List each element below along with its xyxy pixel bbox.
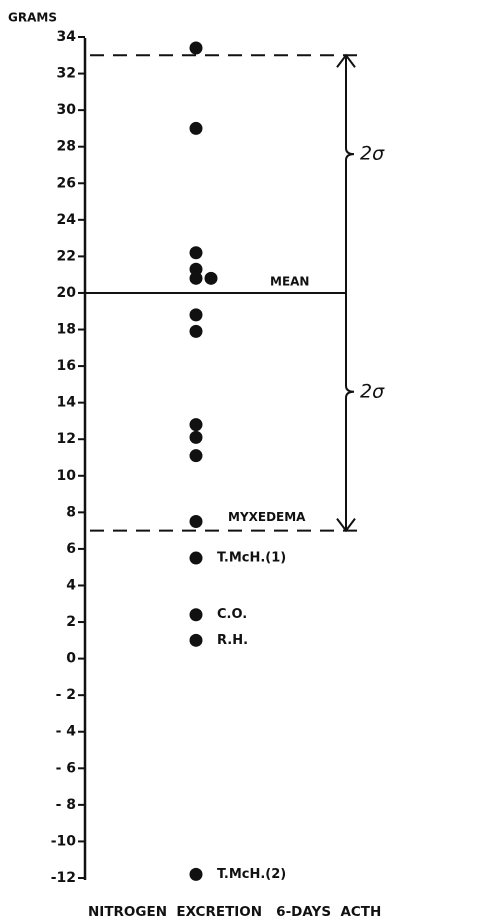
data-point: [189, 121, 203, 135]
y-tick-label: 4: [66, 577, 76, 593]
point-annotation: C.O.: [217, 607, 247, 622]
data-point: [189, 449, 203, 463]
point-annotation: R.H.: [217, 633, 248, 648]
x-axis-label: NITROGEN EXCRETION 6-DAYS ACTH: [88, 904, 381, 920]
data-point: [189, 271, 203, 285]
data-point: [189, 633, 203, 647]
y-tick-label: -10: [51, 833, 77, 849]
y-tick-label: -12: [51, 870, 76, 886]
y-axis-label: GRAMS: [8, 11, 57, 25]
data-point: [189, 324, 203, 338]
y-tick-label: 10: [57, 468, 77, 484]
y-tick-label: - 8: [56, 797, 76, 813]
data-point: [204, 271, 218, 285]
point-annotation: T.McH.(1): [217, 551, 286, 566]
lower-label: MYXEDEMA: [228, 510, 306, 524]
y-tick-label: 8: [66, 504, 76, 520]
data-point: [189, 246, 203, 260]
y-tick-label: 28: [57, 139, 76, 155]
y-tick-label: 24: [57, 212, 77, 228]
arrow-head: [336, 518, 356, 533]
y-tick-label: 0: [66, 651, 76, 667]
y-tick-label: 26: [57, 175, 76, 191]
data-point: [189, 308, 203, 322]
y-tick-label: 12: [57, 431, 76, 447]
mean-label: MEAN: [270, 274, 309, 288]
data-point: [189, 41, 203, 55]
y-tick-label: 34: [57, 29, 77, 45]
brace: [345, 55, 355, 531]
y-tick-label: 6: [66, 541, 76, 557]
y-tick-label: - 2: [56, 687, 76, 703]
y-tick-label: - 6: [56, 760, 76, 776]
y-tick-label: 30: [57, 102, 77, 118]
data-point: [189, 514, 203, 528]
data-point: [189, 430, 203, 444]
point-annotation: T.McH.(2): [217, 867, 286, 882]
y-tick-label: 18: [57, 322, 76, 338]
sigma-label: 2σ: [360, 380, 385, 402]
data-point: [189, 262, 203, 276]
data-point: [189, 608, 203, 622]
y-tick-label: 22: [57, 248, 76, 264]
y-tick-label: 14: [57, 395, 77, 411]
arrow-head: [336, 53, 356, 68]
sigma-label: 2σ: [360, 143, 385, 165]
data-point: [189, 867, 203, 881]
data-point: [189, 551, 203, 565]
y-tick-label: 32: [57, 66, 76, 82]
y-tick-label: 20: [57, 285, 77, 301]
y-tick-label: 16: [57, 358, 76, 374]
y-tick-label: - 4: [56, 724, 77, 740]
data-point: [189, 418, 203, 432]
y-tick-label: 2: [66, 614, 76, 630]
